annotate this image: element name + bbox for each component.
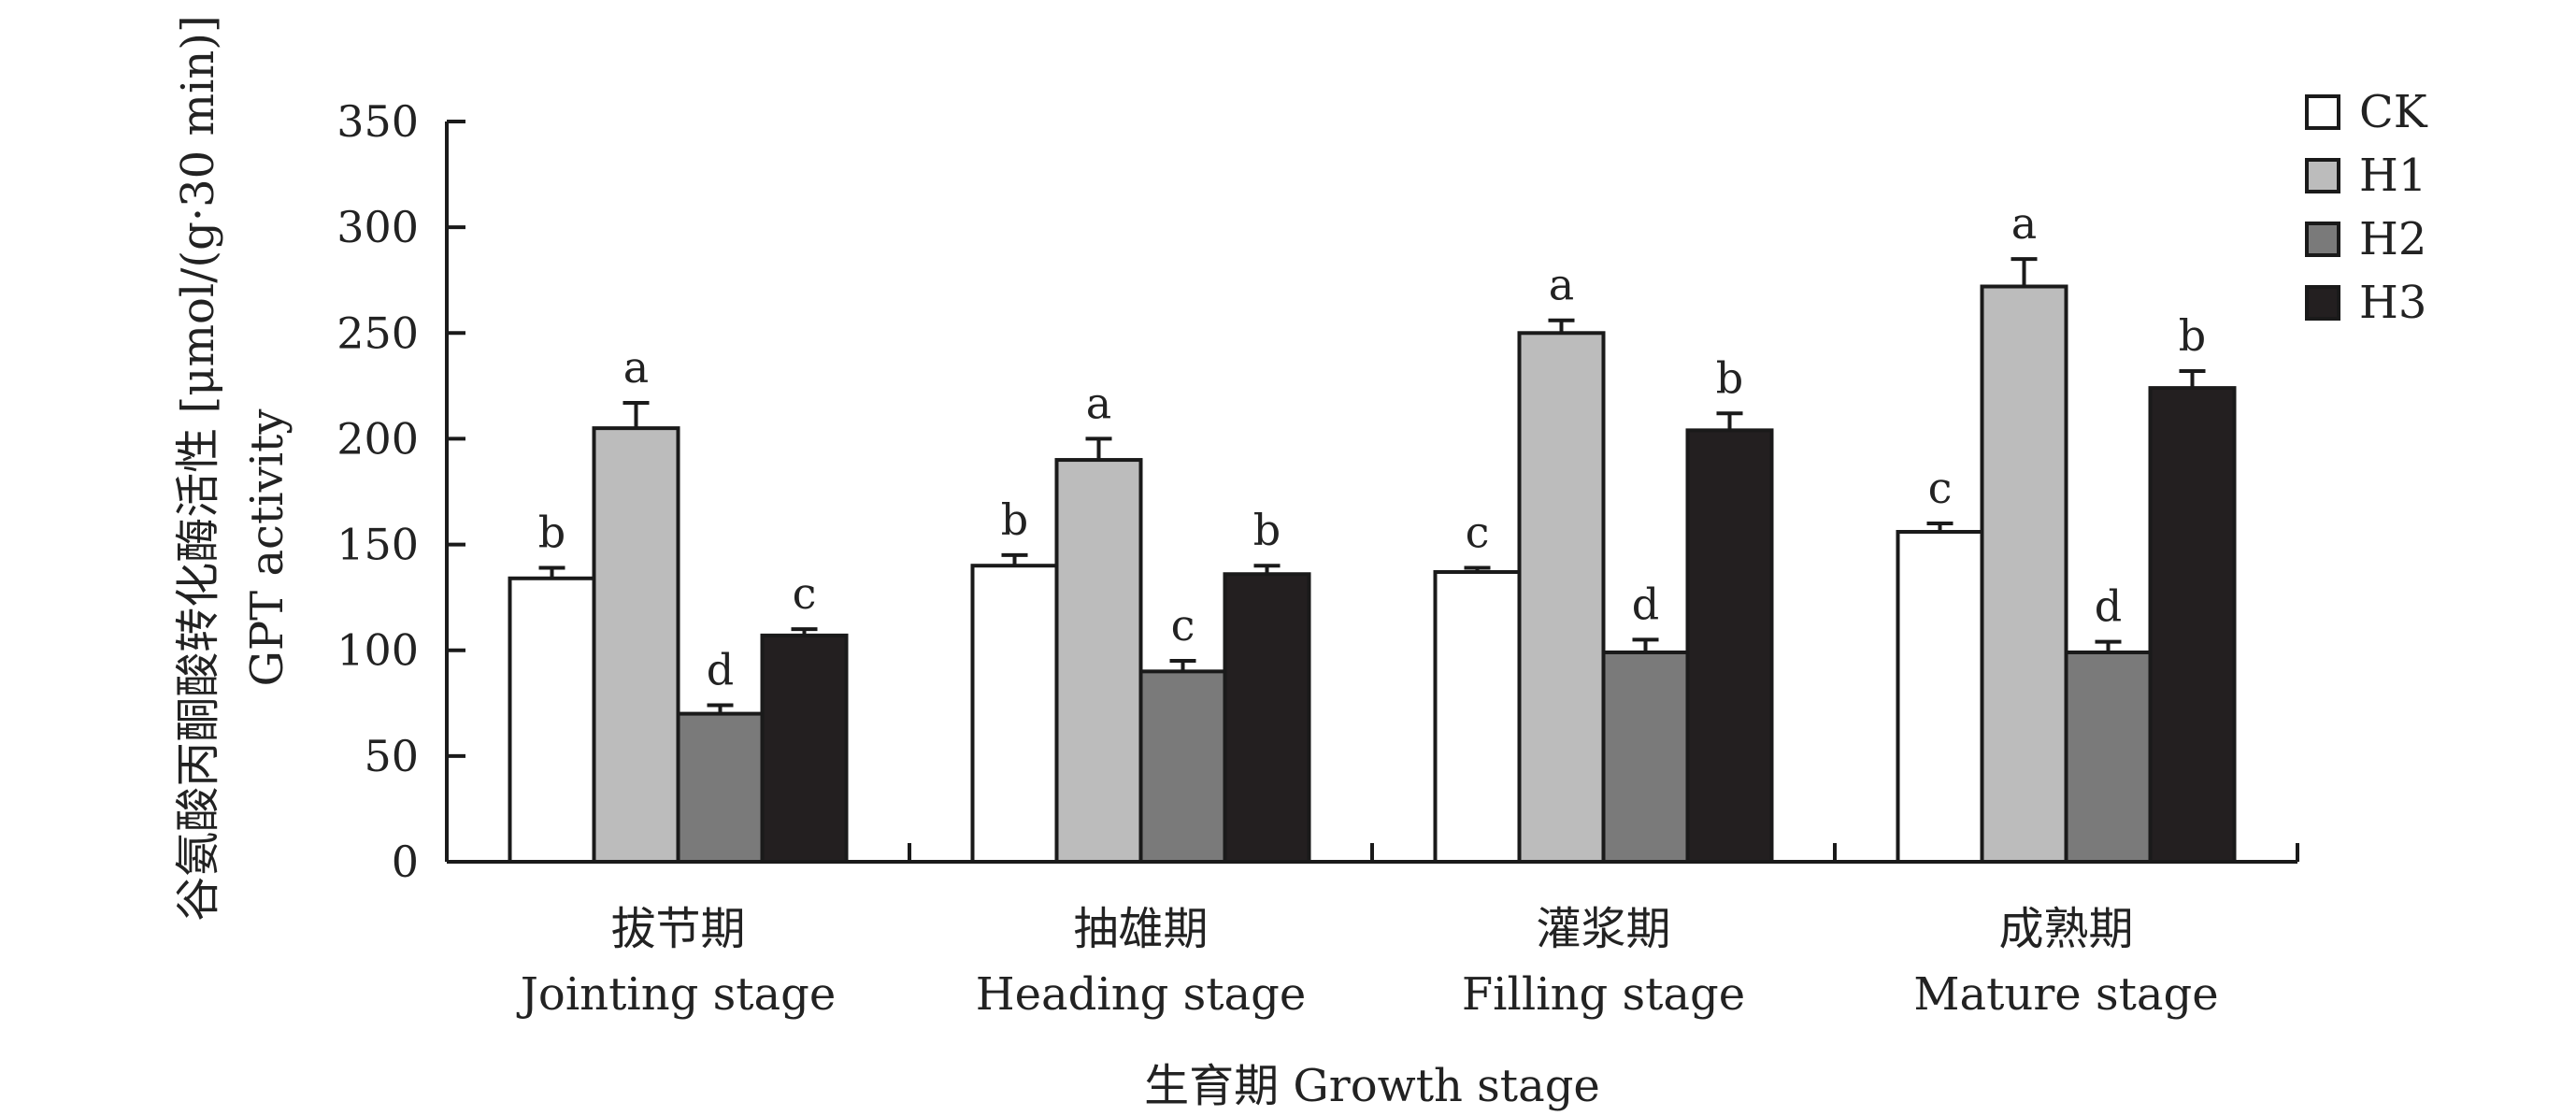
significance-letter: b: [1253, 505, 1281, 555]
legend-swatch-h3: [2305, 285, 2340, 321]
y-tick-label: 300: [336, 202, 419, 252]
bar-h2: [2064, 650, 2153, 865]
legend-swatch-h1: [2305, 158, 2340, 193]
significance-letter: c: [793, 568, 817, 619]
y-tick-label: 150: [336, 520, 419, 570]
significance-letter: a: [623, 342, 649, 393]
legend-label-ck: CK: [2359, 86, 2428, 138]
legend-label-h2: H2: [2359, 213, 2426, 265]
significance-letter: b: [2179, 310, 2206, 361]
bar-h1: [592, 426, 680, 864]
significance-letter: b: [1001, 494, 1028, 545]
bar-ck: [508, 576, 596, 865]
significance-letter: b: [1716, 352, 1743, 403]
category-label-en: Jointing stage: [516, 968, 837, 1021]
category-label-cn: 灌浆期: [1536, 903, 1670, 955]
y-tick-label: 100: [336, 625, 419, 676]
legend: CK H1 H2 H3: [2305, 86, 2428, 329]
bar-ck: [1433, 569, 1522, 864]
significance-letter: b: [538, 507, 565, 557]
category-label-cn: 拔节期: [610, 903, 745, 955]
x-axis-title: 生育期 Growth stage: [1144, 1060, 1600, 1111]
legend-swatch-h2: [2305, 222, 2340, 257]
bar-h3: [1685, 428, 1774, 864]
bar-h3: [2148, 386, 2237, 864]
significance-letter: c: [1466, 507, 1490, 557]
bars-layer: b a d c b a c b c a d b c a d b: [508, 198, 2237, 865]
bar-h2: [1601, 650, 1690, 865]
bar-h2: [676, 711, 765, 864]
category-label-en: Filling stage: [1462, 968, 1745, 1021]
bar-h2: [1138, 669, 1227, 864]
y-tick-label: 50: [364, 731, 419, 781]
significance-letter: d: [2095, 581, 2122, 632]
significance-letter: c: [1171, 600, 1195, 651]
category-label-cn: 抽雄期: [1073, 903, 1208, 955]
category-label-en: Heading stage: [976, 968, 1307, 1021]
y-tick-label: 0: [392, 837, 419, 887]
significance-letter: d: [1632, 579, 1659, 629]
y-tick-label: 250: [336, 308, 419, 358]
legend-label-h3: H3: [2359, 277, 2426, 329]
y-tick-label: 350: [336, 96, 419, 147]
significance-letter: c: [1928, 463, 1953, 513]
y-axis-title-cn: 谷氨酸丙酮酸转化酶活性 [μmol/(g·30 min)]: [172, 15, 224, 921]
significance-letter: d: [707, 645, 734, 695]
legend-swatch-ck: [2305, 94, 2340, 130]
category-label-cn: 成熟期: [1998, 903, 2133, 955]
text-layer: 谷氨酸丙酮酸转化酶活性 [μmol/(g·30 min)] GPT activi…: [172, 15, 1600, 1112]
bar-ck: [970, 564, 1059, 864]
significance-letter: a: [1549, 260, 1574, 310]
bar-h1: [1054, 458, 1143, 864]
bar-h1: [1980, 284, 2068, 864]
y-axis-title-en: GPT activity: [241, 409, 293, 687]
significance-letter: a: [1086, 378, 1111, 428]
bar-ck: [1896, 529, 1984, 864]
category-label-en: Mature stage: [1913, 968, 2218, 1021]
bar-h1: [1517, 331, 1606, 864]
bar-h3: [1223, 572, 1311, 864]
significance-letter: a: [2011, 198, 2037, 249]
y-tick-label: 200: [336, 413, 419, 464]
axes-layer: 0 50 100 150 200 250 300 350 拔节期 Jointing stage 抽雄…: [336, 96, 2299, 1021]
legend-label-h1: H1: [2359, 150, 2426, 202]
bar-h3: [760, 633, 849, 864]
